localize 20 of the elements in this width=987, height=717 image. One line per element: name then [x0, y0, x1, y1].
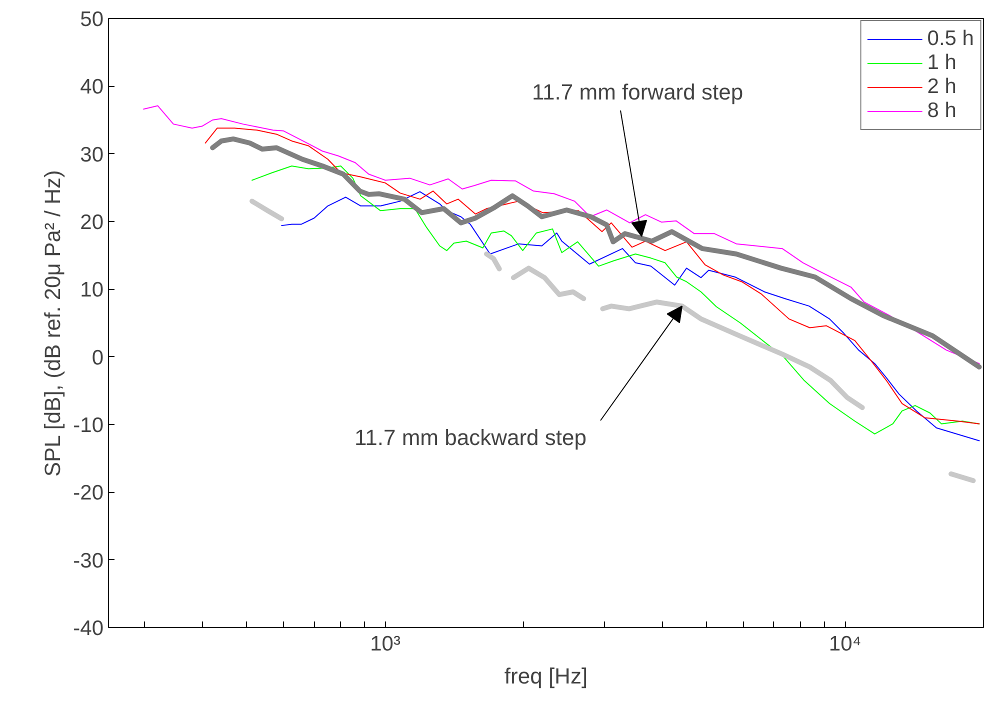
annotation: 11.7 mm backward step — [354, 425, 586, 450]
y-tick-label: 40 — [80, 76, 104, 99]
legend-label: 0.5 h — [927, 27, 974, 51]
y-tick-label: 30 — [80, 143, 104, 166]
y-axis-title: SPL [dB], (dB ref. 20μ Pa² / Hz) — [40, 170, 66, 477]
legend-label: 2 h — [927, 75, 958, 99]
y-tick-label: -30 — [73, 549, 104, 572]
y-tick-label: 0 — [92, 346, 104, 370]
x-tick-label: 10⁴ — [828, 632, 862, 656]
legend-label: 1 h — [927, 51, 958, 75]
y-tick-label: -40 — [73, 617, 104, 640]
y-tick-label: 10 — [80, 278, 104, 302]
y-tick-label: -10 — [73, 414, 104, 437]
x-axis-title: freq [Hz] — [504, 664, 588, 688]
y-tick-label: -20 — [73, 482, 104, 505]
y-tick-label: 50 — [80, 8, 104, 31]
annotation: 11.7 mm forward step — [532, 80, 744, 104]
x-tick-label: 10³ — [370, 632, 400, 656]
legend-label: 8 h — [927, 99, 958, 123]
y-tick-label: 20 — [80, 211, 104, 234]
